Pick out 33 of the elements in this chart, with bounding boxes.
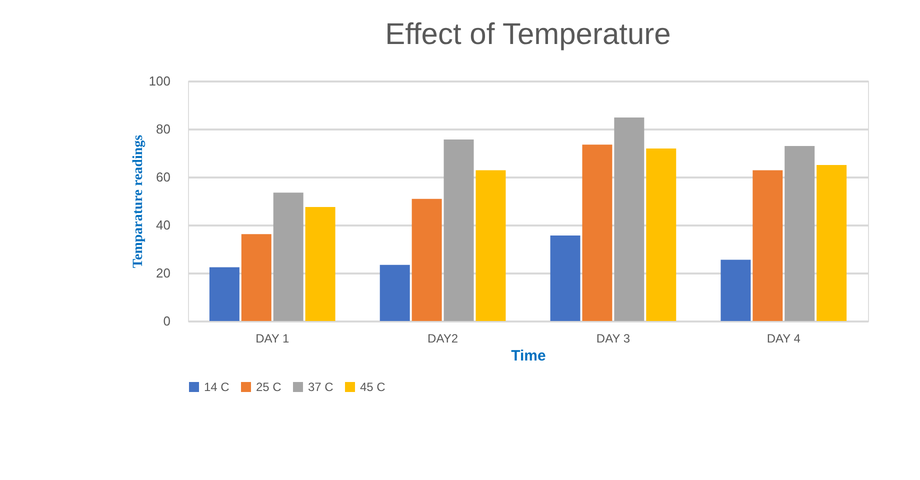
bar <box>476 170 506 321</box>
bar <box>305 207 336 321</box>
bar <box>720 260 751 321</box>
legend-label: 25 C <box>256 380 282 394</box>
x-tick-label: DAY 4 <box>766 332 801 346</box>
chart-title: Effect of Temperature <box>385 18 671 51</box>
bar <box>241 234 272 321</box>
y-tick-label: 20 <box>156 266 170 280</box>
y-tick-label: 40 <box>156 218 170 232</box>
bar <box>646 148 676 321</box>
y-tick-label: 0 <box>163 314 170 328</box>
y-tick-label: 80 <box>156 122 170 136</box>
x-tick-label: DAY 1 <box>256 332 290 346</box>
y-tick-label: 60 <box>156 170 170 184</box>
bar <box>550 236 580 321</box>
bar <box>784 146 815 321</box>
bar <box>752 170 783 321</box>
legend-label: 37 C <box>308 380 334 394</box>
bar <box>380 264 410 321</box>
bar <box>614 117 644 321</box>
legend-label: 14 C <box>204 380 230 394</box>
bar <box>412 198 442 321</box>
x-axis-title: Time <box>511 348 546 364</box>
bar <box>209 267 240 321</box>
y-axis-title: Temparature readings <box>130 134 146 268</box>
bar <box>444 140 474 321</box>
bar <box>273 192 304 321</box>
x-tick-label: DAY2 <box>428 332 458 346</box>
y-tick-label: 100 <box>148 74 170 88</box>
legend-label: 45 C <box>360 380 386 394</box>
x-tick-label: DAY 3 <box>596 332 630 346</box>
bar <box>816 165 847 321</box>
bar <box>582 144 612 321</box>
